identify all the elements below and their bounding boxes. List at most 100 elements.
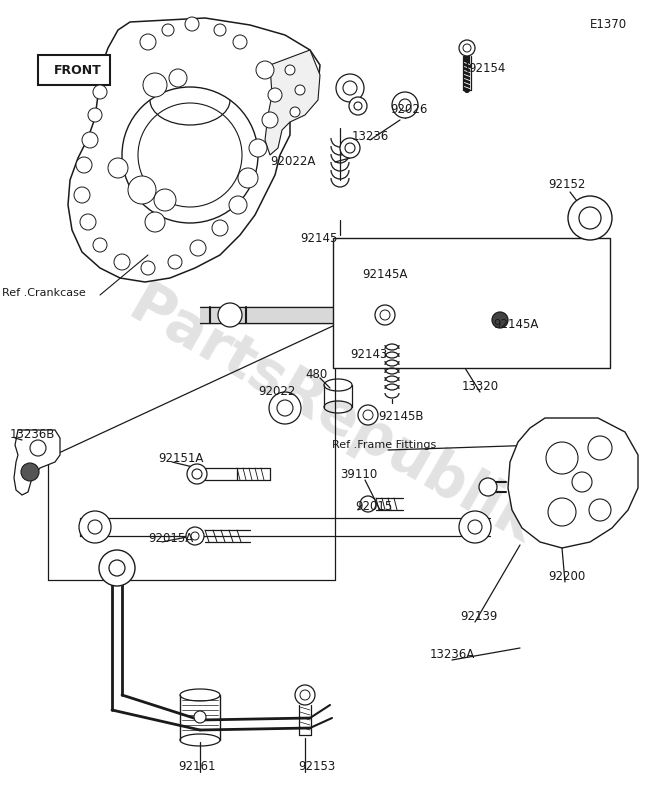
Circle shape <box>363 410 373 420</box>
Circle shape <box>468 520 482 534</box>
Circle shape <box>229 196 247 214</box>
Text: 13236B: 13236B <box>10 428 55 441</box>
Text: 92022A: 92022A <box>270 155 315 168</box>
Circle shape <box>162 24 174 36</box>
Circle shape <box>190 240 206 256</box>
Circle shape <box>300 690 310 700</box>
Circle shape <box>360 496 376 512</box>
Circle shape <box>138 103 242 207</box>
Text: 92143: 92143 <box>350 348 388 361</box>
Circle shape <box>93 238 107 252</box>
Polygon shape <box>38 60 50 80</box>
Circle shape <box>194 711 206 723</box>
Circle shape <box>99 550 135 586</box>
Circle shape <box>80 214 96 230</box>
Text: 92145A: 92145A <box>362 268 408 281</box>
Circle shape <box>277 400 293 416</box>
Circle shape <box>30 440 46 456</box>
Text: 92015: 92015 <box>355 500 392 513</box>
Circle shape <box>191 532 199 540</box>
Circle shape <box>21 463 39 481</box>
Circle shape <box>185 17 199 31</box>
Text: E1370: E1370 <box>590 18 627 31</box>
Circle shape <box>233 35 247 49</box>
Text: 92151A: 92151A <box>158 452 203 465</box>
Text: 92161: 92161 <box>178 760 215 773</box>
Text: PartsRepublik: PartsRepublik <box>119 276 546 556</box>
Circle shape <box>256 61 274 79</box>
Text: Ref .Crankcase: Ref .Crankcase <box>2 288 86 298</box>
Circle shape <box>140 34 156 50</box>
Text: 13320: 13320 <box>462 380 499 393</box>
Text: 92022: 92022 <box>258 385 295 398</box>
Text: 39110: 39110 <box>340 468 377 481</box>
Text: 92145B: 92145B <box>378 410 424 423</box>
Circle shape <box>399 99 411 111</box>
Circle shape <box>88 520 102 534</box>
Text: 13236A: 13236A <box>430 648 475 661</box>
Polygon shape <box>14 430 60 495</box>
Circle shape <box>290 107 300 117</box>
Circle shape <box>262 112 278 128</box>
Polygon shape <box>400 243 485 318</box>
Circle shape <box>268 88 282 102</box>
Circle shape <box>345 143 355 153</box>
Circle shape <box>154 189 176 211</box>
Circle shape <box>375 305 395 325</box>
Circle shape <box>218 303 242 327</box>
Circle shape <box>93 85 107 99</box>
Circle shape <box>122 87 258 223</box>
Text: 92145: 92145 <box>300 232 337 245</box>
Circle shape <box>295 685 315 705</box>
Text: 92200: 92200 <box>548 570 585 583</box>
Text: 92015A: 92015A <box>148 532 194 545</box>
Circle shape <box>463 44 471 52</box>
Bar <box>38 55 110 85</box>
Circle shape <box>128 176 156 204</box>
Circle shape <box>572 472 592 492</box>
Bar <box>205 468 237 480</box>
Circle shape <box>169 69 187 87</box>
Circle shape <box>238 168 258 188</box>
Circle shape <box>168 255 182 269</box>
Circle shape <box>109 560 125 576</box>
Circle shape <box>392 92 418 118</box>
Circle shape <box>479 478 497 496</box>
Circle shape <box>336 74 364 102</box>
Text: 92153: 92153 <box>298 760 335 773</box>
Circle shape <box>579 207 601 229</box>
Circle shape <box>192 469 202 479</box>
Circle shape <box>568 196 612 240</box>
Text: Ref .Frame Fittings: Ref .Frame Fittings <box>332 440 436 450</box>
Circle shape <box>74 187 90 203</box>
Circle shape <box>358 405 378 425</box>
Polygon shape <box>68 18 320 282</box>
Circle shape <box>141 261 155 275</box>
Polygon shape <box>265 50 320 155</box>
Circle shape <box>343 81 357 95</box>
Circle shape <box>285 65 295 75</box>
Circle shape <box>79 511 111 543</box>
Circle shape <box>143 73 167 97</box>
Circle shape <box>269 392 301 424</box>
Text: 92026: 92026 <box>390 103 428 116</box>
Circle shape <box>214 24 226 36</box>
Text: 13236: 13236 <box>352 130 389 143</box>
Circle shape <box>349 97 367 115</box>
Circle shape <box>546 442 578 474</box>
Text: FRONT: FRONT <box>54 64 102 77</box>
Text: 92145A: 92145A <box>493 318 539 331</box>
Text: 92152: 92152 <box>548 178 585 191</box>
Circle shape <box>295 85 305 95</box>
Circle shape <box>187 464 207 484</box>
Circle shape <box>145 212 165 232</box>
Text: 92139: 92139 <box>460 610 497 623</box>
Circle shape <box>76 157 92 173</box>
Bar <box>333 238 610 368</box>
Circle shape <box>354 102 362 110</box>
Circle shape <box>380 310 390 320</box>
Circle shape <box>340 138 360 158</box>
Circle shape <box>186 527 204 545</box>
Circle shape <box>212 220 228 236</box>
Polygon shape <box>508 418 638 548</box>
